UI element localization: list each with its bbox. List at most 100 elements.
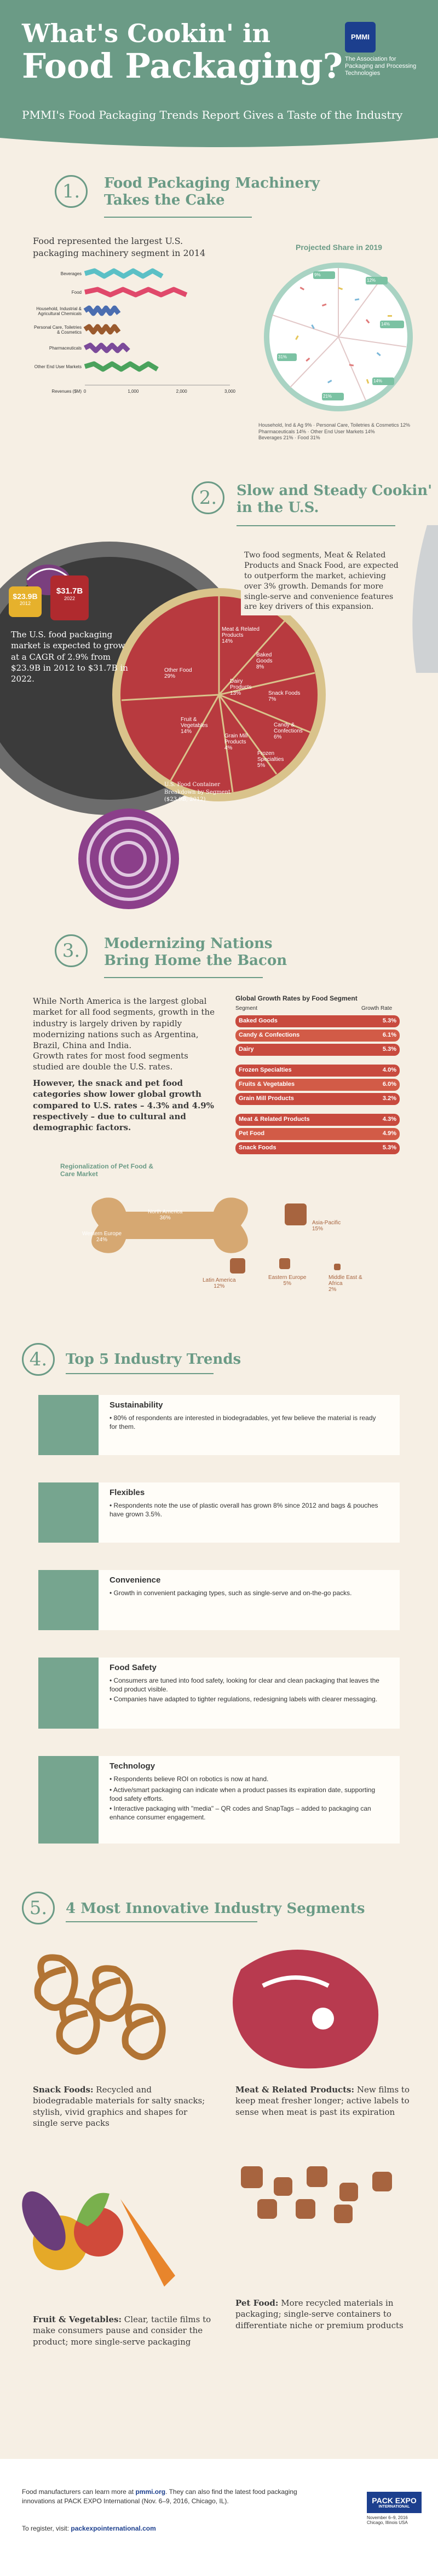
- section2-illustration: [0, 525, 438, 909]
- region-western-europe: Western Europe 24%: [82, 1231, 122, 1243]
- trend-bullet: • Active/smart packaging can indicate wh…: [110, 1786, 376, 1803]
- tag-2012-year: 2012: [19, 601, 31, 606]
- bar-2: [83, 305, 121, 316]
- growth-table-row: Snack Foods 5.3%: [235, 1142, 400, 1154]
- section3-number: 3.: [55, 934, 88, 967]
- slice-grain: Grain Mill Products 4%: [224, 733, 248, 751]
- trend-item: Flexibles • Respondents note the use of p…: [38, 1482, 400, 1543]
- slice-candy: Candy & Confections 6%: [274, 722, 303, 740]
- revenue-bar-svg: Beverages Food Household, Industrial & Agri…: [34, 268, 236, 394]
- growth-table-col2: Growth Rate: [361, 1005, 393, 1011]
- slice-snack: Snack Foods 7%: [268, 690, 301, 702]
- bar-category-label: Personal Care, Toiletries & Cosmetics: [34, 325, 82, 335]
- pie-label-beverages: 21%: [323, 394, 332, 399]
- growth-table-rate: 5.3%: [382, 1046, 396, 1053]
- pmmi-logo-tagline: The Association for Packaging and Proces…: [345, 56, 417, 77]
- bar-category-label: Beverages: [61, 271, 82, 276]
- trend-title: Convenience: [110, 1575, 161, 1585]
- x-tick-label: 0: [84, 389, 87, 394]
- bar-category-label: Household, Industrial & Agricultural Chem…: [36, 306, 82, 316]
- trend-icon: [38, 1482, 99, 1543]
- pie-legend-item: Pharmaceuticals 14% · Other End User Mar…: [258, 428, 375, 434]
- growth-table-rate: 5.3%: [382, 1017, 396, 1024]
- growth-table-segment: Fruits & Vegetables: [239, 1081, 295, 1088]
- pie-label-household: 9%: [314, 272, 321, 277]
- trend-bullet: • Growth in convenient packaging types, …: [110, 1589, 352, 1597]
- slice-other-food: Other Food 29%: [164, 667, 192, 679]
- region-asia-pacific: Asia-Pacific 15%: [312, 1220, 341, 1232]
- growth-table-segment: Meat & Related Products: [239, 1116, 310, 1123]
- pmmi-logo: PMMI The Association for Packaging and P…: [345, 22, 422, 82]
- growth-table-segment: Candy & Confections: [239, 1032, 300, 1038]
- slice-fruit: Fruit & Vegetables 14%: [181, 717, 208, 735]
- pie-legend-item: Household, Ind & Ag 9% · Personal Care, …: [258, 422, 411, 428]
- section1-intro: Food represented the largest U.S. packag…: [33, 236, 206, 258]
- trend-bullet: • 80% of respondents are interested in b…: [110, 1414, 376, 1431]
- trend-bullet: • Respondents believe ROI on robotics is…: [110, 1775, 269, 1783]
- page-title-line2: Food Packaging?: [22, 46, 343, 86]
- growth-table-segment: Grain Mill Products: [239, 1095, 294, 1102]
- growth-table-rate: 3.2%: [382, 1095, 396, 1102]
- trend-bullet: • Respondents note the use of plastic ov…: [110, 1502, 378, 1519]
- pack-expo-dates: November 6–9, 2016: [367, 2515, 408, 2520]
- innovation-snack: Snack Foods: Recycled and biodegradable …: [33, 2085, 205, 2128]
- growth-table-rate: 4.3%: [382, 1116, 396, 1123]
- pack-expo-logo: PACK EXPO INTERNATIONAL November 6–9, 20…: [367, 2492, 422, 2525]
- header-banner: What's Cookin' in Food Packaging? PMMI's…: [0, 0, 438, 137]
- section1-number: 1.: [55, 175, 88, 208]
- pie-legend: Household, Ind & Ag 9% · Personal Care, …: [258, 422, 423, 441]
- trend-bullet: • Interactive packaging with "media" – Q…: [110, 1805, 371, 1822]
- trend-icon: [38, 1658, 99, 1729]
- growth-table-row: Pet Food 4.9%: [235, 1128, 400, 1140]
- growth-table-col1: Segment: [235, 1005, 258, 1011]
- bar-0: [84, 268, 164, 279]
- section3-divider: [104, 977, 263, 978]
- region-eastern-europe: Eastern Europe 5%: [268, 1275, 307, 1287]
- growth-table-row: Meat & Related Products 4.3%: [235, 1114, 400, 1126]
- trend-title: Technology: [110, 1761, 155, 1771]
- footer-text: Food manufacturers can learn more at pmm…: [22, 2488, 297, 2505]
- growth-table-row: Frozen Specialties 4.0%: [235, 1065, 400, 1077]
- growth-table-rate: 5.3%: [382, 1144, 396, 1151]
- trend-bullet: • Consumers are tuned into food safety, …: [110, 1677, 379, 1694]
- growth-table-row: Candy & Confections 6.1%: [235, 1030, 400, 1042]
- growth-table-row: Fruits & Vegetables 6.0%: [235, 1079, 400, 1091]
- projected-share-title: Projected Share in 2019: [296, 243, 382, 252]
- section3-title-line2: Bring Home the Bacon: [104, 952, 287, 969]
- section2-title-line1: Slow and Steady Cookin': [237, 482, 433, 499]
- bar-category-label: Food: [72, 290, 82, 295]
- growth-table-row: Grain Mill Products 3.2%: [235, 1093, 400, 1105]
- pan-growth-text: The U.S. food packaging market is expect…: [11, 630, 128, 684]
- section5-number: 5.: [22, 1892, 55, 1924]
- pet-market-illustration: [91, 1197, 341, 1274]
- x-axis-label: Revenues ($M): [51, 389, 82, 394]
- growth-table-rate: 6.1%: [382, 1032, 396, 1038]
- section3-title-line1: Modernizing Nations: [104, 935, 273, 952]
- footer: Food manufacturers can learn more at pmm…: [0, 2459, 438, 2576]
- packexpo-link[interactable]: packexpointernational.com: [71, 2525, 156, 2532]
- tag-2022: $31.7B 2022: [50, 575, 89, 620]
- section2-title: Slow and Steady Cookin' in the U.S.: [237, 482, 432, 516]
- header-wave: [0, 135, 438, 147]
- segments-text: Two food segments, Meat & Related Produc…: [241, 547, 405, 616]
- revenue-bar-chart: Beverages Food Household, Industrial & Agri…: [22, 263, 241, 405]
- x-tick-label: 3,000: [224, 389, 236, 394]
- trend-item: Sustainability • 80% of respondents are i…: [38, 1395, 400, 1455]
- trend-item: Food Safety • Consumers are tuned into fo…: [38, 1658, 400, 1729]
- section1-title-line2: Takes the Cake: [104, 192, 225, 209]
- pack-expo-place: Chicago, Illinois USA: [367, 2520, 408, 2525]
- trend-icon: [38, 1756, 99, 1844]
- section3-para2: Growth rates for most food segments stud…: [33, 1051, 188, 1072]
- trend-icon: [38, 1395, 99, 1455]
- pmmi-logo-mark: PMMI: [345, 22, 376, 53]
- pie-label-pharma: 14%: [381, 322, 390, 327]
- slice-meat: Meat & Related Products 14%: [222, 626, 260, 644]
- innovation-pet: Pet Food: More recycled materials in pac…: [235, 2298, 404, 2330]
- growth-table-segment: Baked Goods: [239, 1017, 278, 1024]
- slice-dairy: Dairy Products 13%: [230, 678, 252, 696]
- pmmi-link[interactable]: pmmi.org: [135, 2488, 166, 2496]
- growth-table-rate: 4.0%: [382, 1067, 396, 1073]
- tag-2022-year: 2022: [64, 596, 76, 601]
- innovation-fruit: Fruit & Vegetables: Clear, tactile films…: [33, 2315, 211, 2347]
- bar-1: [84, 287, 188, 298]
